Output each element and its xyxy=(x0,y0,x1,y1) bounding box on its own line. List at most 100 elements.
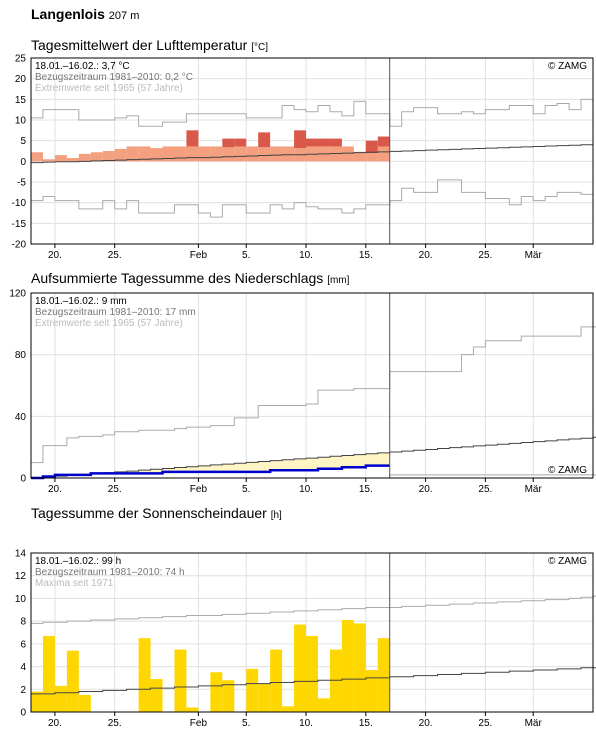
temperature-anomaly-bar xyxy=(258,132,271,148)
x-tick-label: 20. xyxy=(419,250,433,261)
precipitation-chart-title: Aufsummierte Tagessumme des Niederschlag… xyxy=(31,270,350,286)
temperature-bar xyxy=(174,146,187,162)
sunshine-bar xyxy=(282,706,295,712)
sunshine-bar xyxy=(66,650,79,712)
x-tick-label: Mär xyxy=(525,484,543,495)
plot-area xyxy=(31,293,593,478)
y-tick-label: 5 xyxy=(20,136,26,147)
chart-sun: 0 2 4 6 8 10 12 14 20. 25. Feb 5. 10. 15. 20. 25. Mär 18.… xyxy=(15,549,596,729)
chart-temp: -20 -15 -10 -5 0 5 10 15 20 25 20. 25. Feb 5. 10. 15. 20… xyxy=(12,54,594,261)
info-line-1: 18.01.–16.02.: 9 mm xyxy=(35,296,127,307)
temperature-bar xyxy=(258,147,271,162)
chart-precip: 0 40 80 120 20. 25. Feb 5. 10. 15. 20. 25. Mär 18.01.… xyxy=(9,289,596,495)
temperature-bar xyxy=(234,146,247,162)
y-tick-label: -5 xyxy=(17,178,26,189)
temperature-bar xyxy=(353,151,366,162)
sunshine-bar xyxy=(210,672,223,712)
info-line-3: Maxima seit 1971 xyxy=(35,578,114,589)
y-tick-label: 4 xyxy=(20,662,26,673)
x-tick-label: 25. xyxy=(108,718,122,729)
y-tick-label: 25 xyxy=(15,54,27,65)
x-tick-label: 10. xyxy=(299,718,313,729)
x-tick-label: 20. xyxy=(419,718,433,729)
info-line-2: Bezugszeitraum 1981–2010: 17 mm xyxy=(35,307,196,318)
plot-border xyxy=(30,292,594,479)
temperature-bar xyxy=(365,153,378,162)
plot-border xyxy=(30,552,594,713)
temperature-anomaly-bar xyxy=(329,138,342,147)
y-tick-label: 2 xyxy=(20,685,26,696)
x-tick-label: 5. xyxy=(242,484,250,495)
x-tick-label: 5. xyxy=(242,718,250,729)
sunshine-bar xyxy=(138,638,151,712)
temperature-bar xyxy=(78,153,91,162)
y-tick-label: 10 xyxy=(15,594,27,605)
info-line-3: Extremwerte seit 1965 (57 Jahre) xyxy=(35,318,183,329)
x-tick-label: 20. xyxy=(48,484,62,495)
x-tick-label: 5. xyxy=(242,250,250,261)
sunshine-bar xyxy=(270,649,283,712)
sunshine-bar xyxy=(317,698,330,712)
temperature-bar xyxy=(377,146,390,162)
sunshine-bar xyxy=(54,685,67,712)
y-tick-label: 15 xyxy=(15,95,27,106)
sunshine-chart-title: Tagessumme der Sonnenscheindauer [h] xyxy=(31,505,282,521)
sunshine-bar xyxy=(294,624,307,712)
y-tick-label: 40 xyxy=(15,412,27,423)
extreme-max-line xyxy=(31,326,596,464)
temperature-anomaly-bar xyxy=(306,138,318,147)
x-tick-label: 25. xyxy=(478,484,492,495)
temperature-bar xyxy=(210,146,223,162)
sunshine-bar xyxy=(174,649,187,712)
temperature-anomaly-bar xyxy=(294,130,307,149)
temperature-bar xyxy=(42,159,55,162)
x-tick-label: 25. xyxy=(108,484,122,495)
info-line-2: Bezugszeitraum 1981–2010: 74 h xyxy=(35,567,185,578)
sunshine-bar xyxy=(42,635,55,712)
temperature-bar xyxy=(162,146,175,162)
sunshine-bar xyxy=(377,638,390,712)
x-tick-label: 20. xyxy=(48,718,62,729)
sunshine-bar xyxy=(246,668,259,712)
x-tick-label: 15. xyxy=(359,484,373,495)
y-tick-label: 0 xyxy=(20,474,26,485)
copyright-label: © ZAMG xyxy=(548,465,587,476)
info-line-1: 18.01.–16.02.: 3,7 °C xyxy=(35,61,130,72)
temperature-bar xyxy=(66,158,79,162)
sunshine-bar xyxy=(31,691,43,712)
temperature-bar xyxy=(150,148,163,162)
x-tick-label: Mär xyxy=(525,250,543,261)
temperature-bar xyxy=(341,146,354,162)
x-tick-label: 20. xyxy=(48,250,62,261)
reference-line xyxy=(31,436,596,479)
x-tick-label: 20. xyxy=(419,484,433,495)
sunshine-bar xyxy=(306,635,318,712)
x-tick-label: 15. xyxy=(359,250,373,261)
y-tick-label: 8 xyxy=(20,617,26,628)
y-tick-label: 120 xyxy=(9,289,26,300)
station-altitude: 207 m xyxy=(108,10,140,22)
station-header: Langenlois 207 m xyxy=(31,6,139,22)
temperature-chart-title: Tagesmittelwert der Lufttemperatur [°C] xyxy=(31,37,268,53)
x-tick-label: 25. xyxy=(108,250,122,261)
y-tick-label: -20 xyxy=(12,240,27,251)
temperature-bar xyxy=(222,147,235,162)
y-tick-label: -10 xyxy=(12,198,27,209)
sunshine-bar xyxy=(150,679,163,712)
temperature-bar xyxy=(126,146,139,162)
sunshine-bar xyxy=(186,707,199,712)
x-tick-label: 25. xyxy=(478,250,492,261)
sunshine-bar xyxy=(341,620,354,712)
info-line-3: Extremwerte seit 1965 (57 Jahre) xyxy=(35,83,183,94)
temperature-bar xyxy=(31,152,43,162)
temperature-bar xyxy=(102,151,115,162)
x-tick-label: Feb xyxy=(190,718,208,729)
y-tick-label: 10 xyxy=(15,116,27,127)
temperature-bar xyxy=(138,146,151,162)
reference-line xyxy=(31,667,596,695)
temperature-bar xyxy=(114,148,127,162)
temperature-bar xyxy=(54,155,67,162)
station-name: Langenlois xyxy=(31,6,105,22)
extreme-max-line xyxy=(31,98,593,127)
x-tick-label: Feb xyxy=(190,484,208,495)
